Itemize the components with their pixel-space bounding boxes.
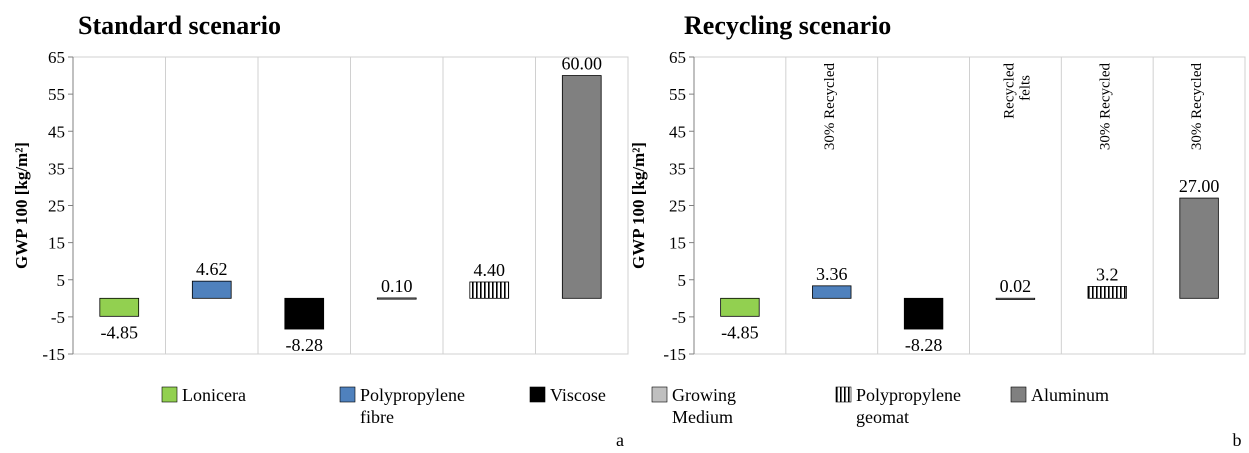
y-tick-label: 25 [669,197,686,216]
y-tick-label: -15 [663,345,686,364]
chart-recycling-scenario: Recycling scenario -15 -5 5 15 25 35 45 55 65 GWP … [629,11,1246,364]
y-tick-label: 15 [48,234,65,253]
legend-label-1: Lonicera [182,385,246,405]
panel-label-b: b [1233,430,1242,450]
panel-label-a: a [616,430,624,450]
y-tick-label: 65 [669,48,686,67]
y-axis-label: GWP 100 [kg/m²] [12,142,31,269]
bar-polypropylene-fibre [191,280,232,299]
legend-swatch [835,386,852,403]
y-tick-label: -15 [42,345,65,364]
legend-swatch [651,386,668,403]
y-tick-label: -5 [51,308,65,327]
y-tick-label: 55 [669,85,686,104]
y-tick-label: 45 [48,122,65,141]
chart-title: Recycling scenario [684,11,891,40]
y-axis-label: GWP 100 [kg/m²] [629,142,648,269]
bar-polypropylene-geomat [1087,286,1127,299]
legend-swatch [529,386,546,403]
data-label: -4.85 [721,322,759,342]
bar-growing-medium [376,297,417,300]
bar-polypropylene-fibre [812,285,852,299]
legend-label-3: Viscose [550,385,606,405]
bar-lonicera [99,297,140,317]
y-tick-label: 45 [669,122,686,141]
annotation: Recycledfelts [1001,63,1033,119]
y-tick-label: 35 [669,159,686,178]
bar-viscose [284,297,325,330]
legend-label-5: Polypropylene geomat [856,385,961,427]
annotation: 30% Recycled [1189,63,1205,151]
bar-viscose [903,297,944,330]
bar-lonicera [720,297,760,317]
legend-swatch [161,386,178,403]
chart-standard-scenario: Standard scenario -15 -5 5 15 25 35 45 55 65 GWP 1… [12,11,629,364]
data-label: 3.36 [816,264,848,284]
y-tick-label: 65 [48,48,65,67]
data-label: 0.10 [381,276,413,296]
y-tick-label: 5 [57,271,66,290]
legend-label-4: Growing Medium [672,385,736,427]
legend-swatch [1010,386,1027,403]
data-label: -4.85 [101,322,139,342]
bar-aluminum [1179,197,1219,299]
legend: Lonicera Polypropylene fibre Viscose Growing… [161,385,1109,427]
bar-aluminum [561,75,602,299]
data-label: 4.40 [474,260,506,280]
y-tick-label: 15 [669,234,686,253]
data-label: -8.28 [905,335,943,355]
y-tick-label: 55 [48,85,65,104]
data-label: -8.28 [286,335,324,355]
data-label: 3.2 [1096,264,1119,284]
y-tick-label: -5 [672,308,686,327]
data-label: 27.00 [1179,176,1220,196]
data-label: 60.00 [562,54,603,74]
legend-label-2: Polypropylene fibre [360,385,465,427]
bar-polypropylene-geomat [469,281,510,299]
data-label: 0.02 [1000,276,1032,296]
data-label: 4.62 [196,259,228,279]
y-tick-label: 25 [48,197,65,216]
bar-growing-medium [995,297,1036,300]
y-tick-label: 35 [48,159,65,178]
legend-swatch [339,386,356,403]
annotation: 30% Recycled [822,63,838,151]
legend-label-6: Aluminum [1031,385,1109,405]
y-tick-label: 5 [678,271,687,290]
chart-title: Standard scenario [78,11,281,40]
annotation: 30% Recycled [1097,63,1113,151]
